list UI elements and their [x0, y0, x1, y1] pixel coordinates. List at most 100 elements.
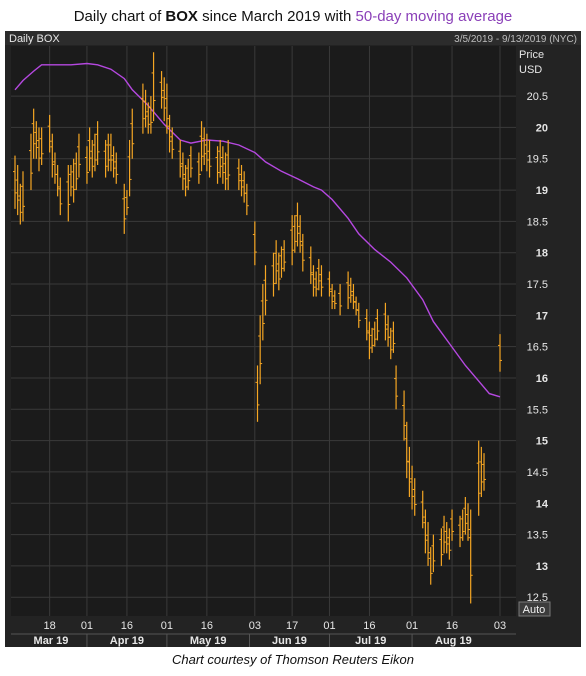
price-bar — [178, 139, 183, 178]
price-bar — [351, 284, 356, 310]
price-bar — [146, 102, 151, 134]
price-bar — [482, 453, 487, 491]
panel-name: Daily BOX — [9, 33, 60, 45]
price-bar — [375, 309, 380, 341]
price-bar — [292, 215, 297, 253]
price-bar — [367, 321, 372, 360]
price-bar — [15, 165, 20, 216]
month-label: May 19 — [190, 635, 227, 647]
price-bar — [71, 158, 76, 203]
month-label: Mar 19 — [34, 635, 69, 647]
price-bar — [332, 290, 337, 310]
price-bar — [164, 83, 169, 134]
x-tick-label: 16 — [121, 620, 133, 632]
price-bar — [124, 190, 129, 216]
price-bar — [180, 152, 185, 191]
price-bar — [410, 465, 415, 510]
price-bar — [402, 390, 407, 441]
price-bar — [236, 158, 241, 191]
y-tick-label: 16.5 — [527, 342, 548, 354]
title-ma-label: 50-day moving average — [355, 8, 513, 25]
y-tick-label: 14 — [536, 498, 549, 510]
price-bar — [170, 127, 175, 159]
month-label: Apr 19 — [110, 635, 144, 647]
price-bar — [111, 146, 116, 178]
price-bar — [394, 365, 399, 410]
price-bar — [271, 252, 276, 297]
price-bar — [20, 171, 25, 222]
y-tick-label: 20 — [536, 122, 548, 134]
price-bar — [244, 183, 249, 216]
price-bar — [311, 265, 316, 297]
price-bar — [114, 152, 119, 184]
price-bar — [466, 503, 471, 541]
price-bar — [76, 133, 81, 178]
price-bar — [447, 528, 452, 560]
y-tick-label: 13 — [536, 561, 548, 573]
price-bar — [428, 547, 433, 585]
x-tick-label: 01 — [406, 620, 418, 632]
price-bar — [279, 246, 284, 278]
price-bar — [442, 515, 447, 554]
price-bar — [74, 152, 79, 191]
price-bar — [458, 515, 463, 548]
price-bar — [412, 478, 417, 516]
price-bar — [140, 83, 145, 134]
price-bar — [300, 233, 305, 272]
x-tick-label: 01 — [81, 620, 93, 632]
x-tick-label: 03 — [494, 620, 506, 632]
chart-credit: Chart courtesy of Thomson Reuters Eikon — [171, 652, 415, 667]
price-bar — [450, 509, 455, 541]
month-label: Jun 19 — [272, 635, 307, 647]
price-bar — [13, 155, 17, 209]
price-bar — [426, 522, 431, 566]
price-bar — [34, 121, 39, 159]
price-bar — [370, 327, 375, 353]
price-bar — [252, 221, 257, 266]
price-bar — [148, 96, 153, 134]
price-bar — [199, 121, 204, 172]
y-tick-label: 13.5 — [527, 530, 548, 542]
y-tick-label: 15 — [536, 436, 548, 448]
price-bar — [162, 77, 167, 122]
price-bar — [143, 89, 148, 128]
auto-scale-label: Auto — [523, 604, 546, 616]
y-tick-label: 17.5 — [527, 279, 548, 291]
price-bar — [151, 52, 156, 122]
x-axis: 18 01 16 01 16 03 17 01 16 01 16 03 Mar 19 Apr 19 May … — [11, 620, 516, 647]
price-bar — [18, 183, 23, 225]
price-bar — [47, 114, 52, 153]
moving-average-layer — [14, 62, 501, 398]
price-bar — [444, 522, 449, 554]
price-bar — [420, 490, 425, 529]
moving-average-line — [14, 62, 501, 398]
price-bar — [308, 246, 313, 285]
x-tick-label: 16 — [201, 620, 213, 632]
month-label: Jul 19 — [355, 635, 386, 647]
price-bar — [106, 133, 111, 172]
price-bar — [423, 509, 428, 554]
price-bar — [282, 240, 287, 272]
price-bar — [258, 315, 263, 385]
price-bar — [439, 528, 444, 566]
price-bar — [108, 133, 113, 172]
price-bar — [207, 139, 212, 178]
price-bar — [316, 258, 321, 291]
x-tick-label: 18 — [44, 620, 56, 632]
price-bar — [186, 158, 191, 191]
price-bar — [159, 71, 164, 109]
title-ticker: BOX — [165, 8, 198, 25]
price-bar — [383, 302, 388, 341]
panel-header — [5, 31, 581, 45]
price-bar — [196, 152, 201, 184]
title-middle: since March 2019 with — [197, 8, 356, 25]
auto-scale-button[interactable] — [518, 601, 551, 617]
price-bar — [58, 177, 63, 216]
price-bar — [354, 296, 359, 316]
price-bar — [372, 321, 377, 347]
y-tick-label: 19 — [536, 185, 548, 197]
price-bar — [223, 152, 228, 191]
currency-label: USD — [519, 64, 542, 76]
price-bar — [31, 108, 36, 159]
price-bar — [479, 446, 484, 497]
